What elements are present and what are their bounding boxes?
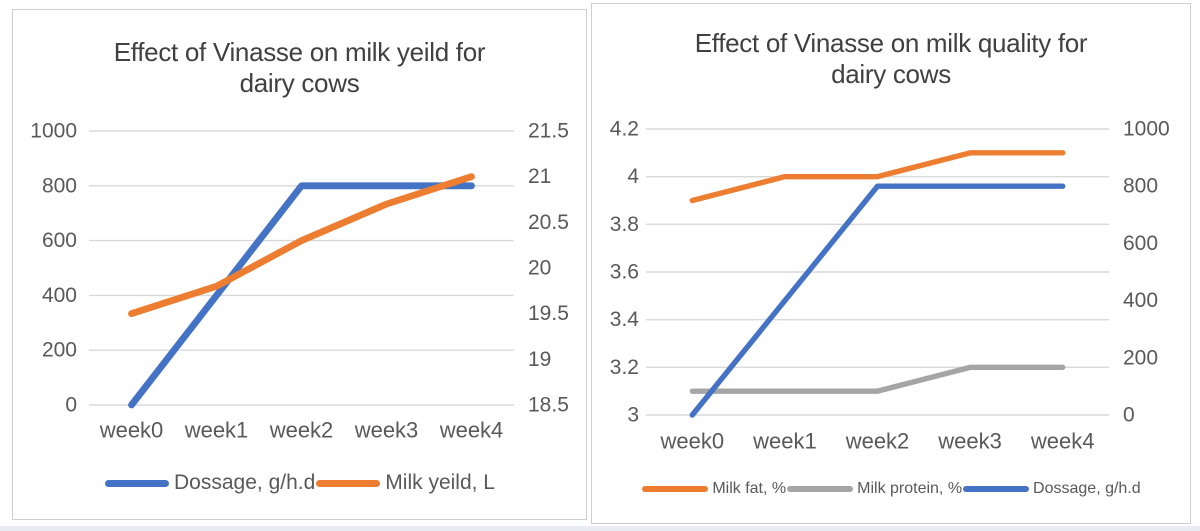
category-label: week0 <box>660 429 725 454</box>
chart-legend-milk-yield: Dossage, g/h.d Milk yeild, L <box>13 470 586 496</box>
primary-axis-tick: 4 <box>627 165 639 188</box>
secondary-axis-tick: 0 <box>1123 404 1135 427</box>
secondary-axis-tick: 19 <box>528 348 551 371</box>
chart-title-milk-yield: Effect of Vinasse on milk yeild for dair… <box>13 37 586 99</box>
secondary-axis-tick: 19.5 <box>528 302 569 325</box>
primary-axis-tick: 3.2 <box>610 356 639 379</box>
legend-label: Milk yeild, L <box>385 471 495 494</box>
legend-label: Dossage, g/h.d <box>174 471 316 494</box>
secondary-axis-tick: 18.5 <box>528 394 569 417</box>
secondary-axis-tick: 1000 <box>1123 118 1170 141</box>
series-line-milk-protein <box>689 364 1066 394</box>
legend-swatch <box>105 479 170 487</box>
legend-swatch <box>787 486 854 492</box>
legend-item: Dossage, g/h.d <box>104 471 315 495</box>
line-chart-milk-yield: 0 200 400 600 800 1000 18.5 19 19.5 20 20.5 21 21.5 w… <box>30 120 569 443</box>
legend-item: Milk protein, % <box>786 480 962 498</box>
chart-title-line-2: dairy cows <box>239 68 360 98</box>
primary-axis-tick: 3 <box>627 404 639 427</box>
primary-axis-tick: 3.6 <box>610 261 639 284</box>
chart-title-line-2: dairy cows <box>831 59 951 89</box>
primary-axis-tick: 3.4 <box>610 308 640 331</box>
legend-label: Milk fat, % <box>712 480 787 497</box>
primary-axis-tick: 4.2 <box>610 118 639 141</box>
primary-axis-tick: 400 <box>42 284 77 307</box>
category-label: week1 <box>184 418 249 443</box>
category-label: week1 <box>752 429 817 454</box>
line-chart-milk-quality: 3 3.2 3.4 3.6 3.8 4 4.2 0 200 400 600 800 1000 week0 w… <box>610 118 1170 454</box>
primary-axis-tick: 800 <box>42 174 77 197</box>
primary-axis-tick: 0 <box>65 394 77 417</box>
legend-label: Milk protein, % <box>857 480 963 497</box>
legend-swatch <box>316 479 381 487</box>
secondary-axis-tick: 21 <box>528 165 551 188</box>
legend-item: Milk yeild, L <box>315 471 495 495</box>
chart-title-line-1: Effect of Vinasse on milk yeild for <box>113 37 486 67</box>
secondary-axis-tick: 21.5 <box>528 120 569 143</box>
chart-title-line-1: Effect of Vinasse on milk quality for <box>694 28 1088 58</box>
series-line-dossage-g-h-d <box>689 183 1066 418</box>
chart-title-milk-quality: Effect of Vinasse on milk quality for da… <box>592 28 1190 90</box>
legend-swatch <box>963 486 1030 492</box>
secondary-axis-tick: 400 <box>1123 289 1158 312</box>
secondary-axis-tick: 200 <box>1123 346 1158 369</box>
primary-axis-tick: 1000 <box>30 120 77 143</box>
series-line-milk-fat <box>689 150 1066 204</box>
legend-swatch <box>642 486 709 492</box>
category-label: week4 <box>439 418 504 443</box>
series-line-milk-yeild-l <box>128 173 475 318</box>
primary-axis-tick: 200 <box>42 339 77 362</box>
secondary-axis-tick: 600 <box>1123 232 1158 255</box>
category-label: week3 <box>354 418 419 443</box>
primary-axis-tick: 3.8 <box>610 213 639 236</box>
chart-legend-milk-quality: Milk fat, % Milk protein, % Dossage, g/h.d <box>592 479 1190 499</box>
legend-label: Dossage, g/h.d <box>1033 480 1141 497</box>
primary-axis-tick: 600 <box>42 229 77 252</box>
legend-item: Milk fat, % <box>641 480 786 498</box>
secondary-axis-tick: 800 <box>1123 175 1158 198</box>
series-line-dossage-g-h-d <box>128 182 475 409</box>
category-label: week4 <box>1030 429 1095 454</box>
legend-item: Dossage, g/h.d <box>962 480 1141 498</box>
category-label: week2 <box>269 418 334 443</box>
category-label: week3 <box>937 429 1002 454</box>
secondary-axis-tick: 20 <box>528 257 551 280</box>
category-label: week0 <box>99 418 164 443</box>
secondary-axis-tick: 20.5 <box>528 211 569 234</box>
chart-panel-milk-yield[interactable]: Effect of Vinasse on milk yeild for dair… <box>12 9 587 520</box>
page-bottom-strip <box>0 526 1200 531</box>
chart-panel-milk-quality[interactable]: Effect of Vinasse on milk quality for da… <box>591 3 1191 524</box>
category-label: week2 <box>845 429 910 454</box>
